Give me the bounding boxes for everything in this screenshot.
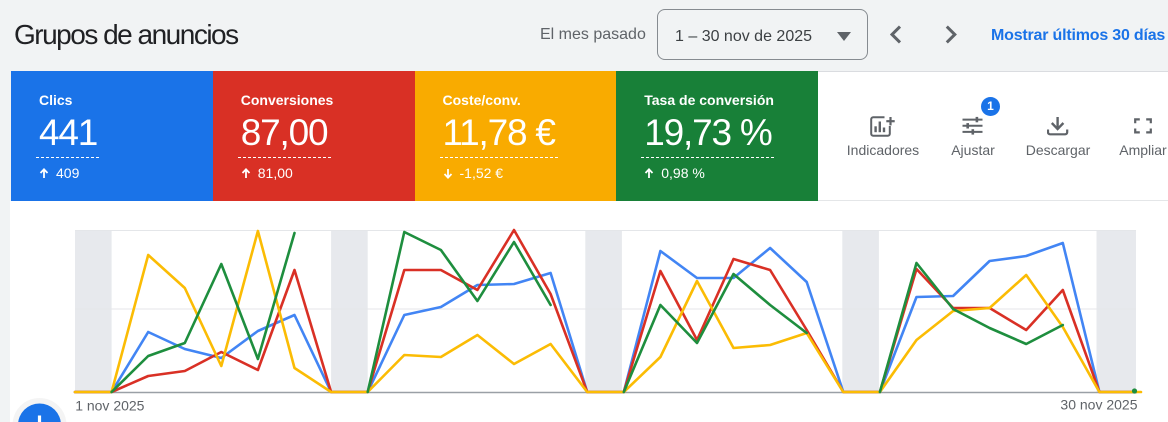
svg-text:1 nov 2025: 1 nov 2025 bbox=[75, 398, 144, 414]
svg-text:30 nov 2025: 30 nov 2025 bbox=[1060, 397, 1137, 413]
